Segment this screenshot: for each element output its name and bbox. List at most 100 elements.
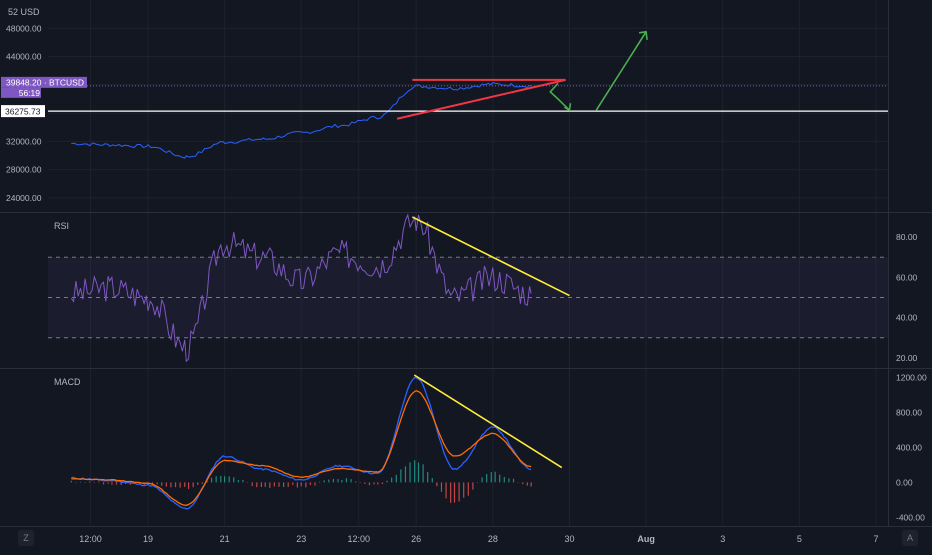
macd-histogram-bar xyxy=(165,482,167,487)
macd-tick-label: -400.00 xyxy=(896,512,925,522)
rsi-divergence-trendline[interactable] xyxy=(411,216,570,297)
macd-histogram-bar xyxy=(70,480,72,483)
countdown-tag-text: 56:19 xyxy=(19,88,41,98)
macd-histogram-bar xyxy=(179,482,181,488)
price-tick-label: 48000.00 xyxy=(6,23,42,33)
rsi-tick-label: 20.00 xyxy=(896,353,918,363)
macd-histogram-bar xyxy=(481,477,483,483)
projection-arrow-down[interactable] xyxy=(549,82,571,111)
macd-histogram-bar xyxy=(93,482,95,483)
timezone-button[interactable]: Z xyxy=(18,530,34,546)
time-tick-label: 23 xyxy=(296,534,306,544)
macd-histogram-bar xyxy=(409,462,411,483)
macd-divergence-trendline[interactable] xyxy=(413,374,563,469)
macd-histogram-bar xyxy=(486,473,488,483)
macd-histogram-bar xyxy=(102,482,105,485)
macd-histogram-bar xyxy=(522,482,524,485)
macd-histogram-bar xyxy=(422,464,424,483)
macd-histogram-bar xyxy=(120,482,122,485)
macd-histogram-bar xyxy=(359,482,361,483)
macd-histogram-bar xyxy=(450,482,452,503)
macd-histogram-bar xyxy=(508,478,510,483)
macd-histogram-bar xyxy=(115,482,118,485)
macd-histogram-bar xyxy=(350,479,352,483)
macd-histogram-bar xyxy=(287,482,289,487)
rising-support-trendline[interactable] xyxy=(396,78,566,120)
time-tick-label: Aug xyxy=(637,534,655,544)
macd-histogram-bar xyxy=(260,482,262,487)
macd-histogram-bar xyxy=(355,481,357,483)
time-tick-label: 5 xyxy=(797,534,802,544)
macd-histogram-bar xyxy=(278,482,280,487)
macd-tick-label: 800.00 xyxy=(896,408,922,418)
time-tick-label: 26 xyxy=(411,534,421,544)
macd-histogram-bar xyxy=(201,482,203,484)
macd-histogram-bar xyxy=(233,477,235,483)
macd-histogram-bar xyxy=(364,482,366,484)
macd-histogram-bar xyxy=(341,479,343,483)
macd-histogram-bar xyxy=(494,471,496,483)
price-tick-label: 32000.00 xyxy=(6,136,42,146)
macd-histogram-bar xyxy=(264,482,266,487)
macd-histogram-bar xyxy=(197,482,199,485)
macd-histogram-bar xyxy=(192,482,194,488)
macd-histogram-bar xyxy=(170,482,172,488)
macd-histogram-bar xyxy=(503,476,505,483)
macd-histogram-bar xyxy=(174,482,177,488)
macd-histogram-bar xyxy=(184,482,186,487)
macd-tick-label: 0.00 xyxy=(896,477,913,487)
macd-histogram-bar xyxy=(210,477,213,483)
rsi-tick-label: 80.00 xyxy=(896,232,918,242)
time-tick-label: 28 xyxy=(488,534,498,544)
currency-label: 52 USD xyxy=(8,7,40,17)
macd-histogram-bar xyxy=(215,476,217,483)
macd-histogram-bar xyxy=(417,462,420,483)
macd-histogram-bar xyxy=(220,475,222,483)
macd-histogram-bar xyxy=(436,482,438,487)
price-tick-label: 24000.00 xyxy=(6,193,42,203)
macd-histogram-bar xyxy=(237,479,239,483)
macd-histogram-bar xyxy=(368,482,371,486)
macd-histogram-bar xyxy=(499,474,501,483)
macd-histogram-bar xyxy=(75,482,77,483)
macd-histogram-bar xyxy=(129,482,131,485)
macd-histogram-bar xyxy=(246,482,249,483)
macd-histogram-bar xyxy=(314,482,316,486)
macd-histogram-bar xyxy=(151,482,154,485)
time-tick-label: 21 xyxy=(220,534,230,544)
macd-histogram-bar xyxy=(84,482,86,483)
auto-scale-button[interactable]: A xyxy=(902,530,918,546)
macd-histogram-bar xyxy=(332,478,335,483)
macd-histogram-bar xyxy=(467,482,469,496)
macd-histogram-bar xyxy=(445,482,447,499)
macd-histogram-bar xyxy=(187,482,190,489)
last-price-tag-text: 39848.20 · BTCUSD xyxy=(6,77,84,87)
macd-histogram-bar xyxy=(427,472,429,483)
macd-histogram-bar xyxy=(400,469,402,483)
macd-histogram-bar xyxy=(256,482,258,488)
macd-histogram-bar xyxy=(381,482,384,485)
rsi-line xyxy=(70,213,532,363)
macd-histogram-bar xyxy=(512,478,515,483)
macd-histogram-bar xyxy=(125,482,127,485)
macd-histogram-bar xyxy=(296,482,299,488)
macd-histogram-bar xyxy=(323,480,325,483)
macd-histogram-bar xyxy=(328,479,330,483)
macd-histogram-bar xyxy=(223,476,226,483)
countdown-tag xyxy=(1,87,41,98)
macd-title: MACD xyxy=(54,377,81,387)
arrowhead-down-icon xyxy=(564,103,572,112)
projection-arrow-up[interactable] xyxy=(595,31,647,111)
macd-histogram-bar xyxy=(309,482,312,485)
macd-histogram-bar xyxy=(345,478,348,483)
macd-histogram-bar xyxy=(156,482,158,485)
macd-histogram-bar xyxy=(453,482,456,503)
macd-histogram-bar xyxy=(283,482,285,487)
macd-histogram-bar xyxy=(242,479,244,483)
time-tick-label: 12:00 xyxy=(347,534,370,544)
arrowhead-up-icon xyxy=(638,30,648,40)
macd-histogram-bar xyxy=(377,482,379,485)
